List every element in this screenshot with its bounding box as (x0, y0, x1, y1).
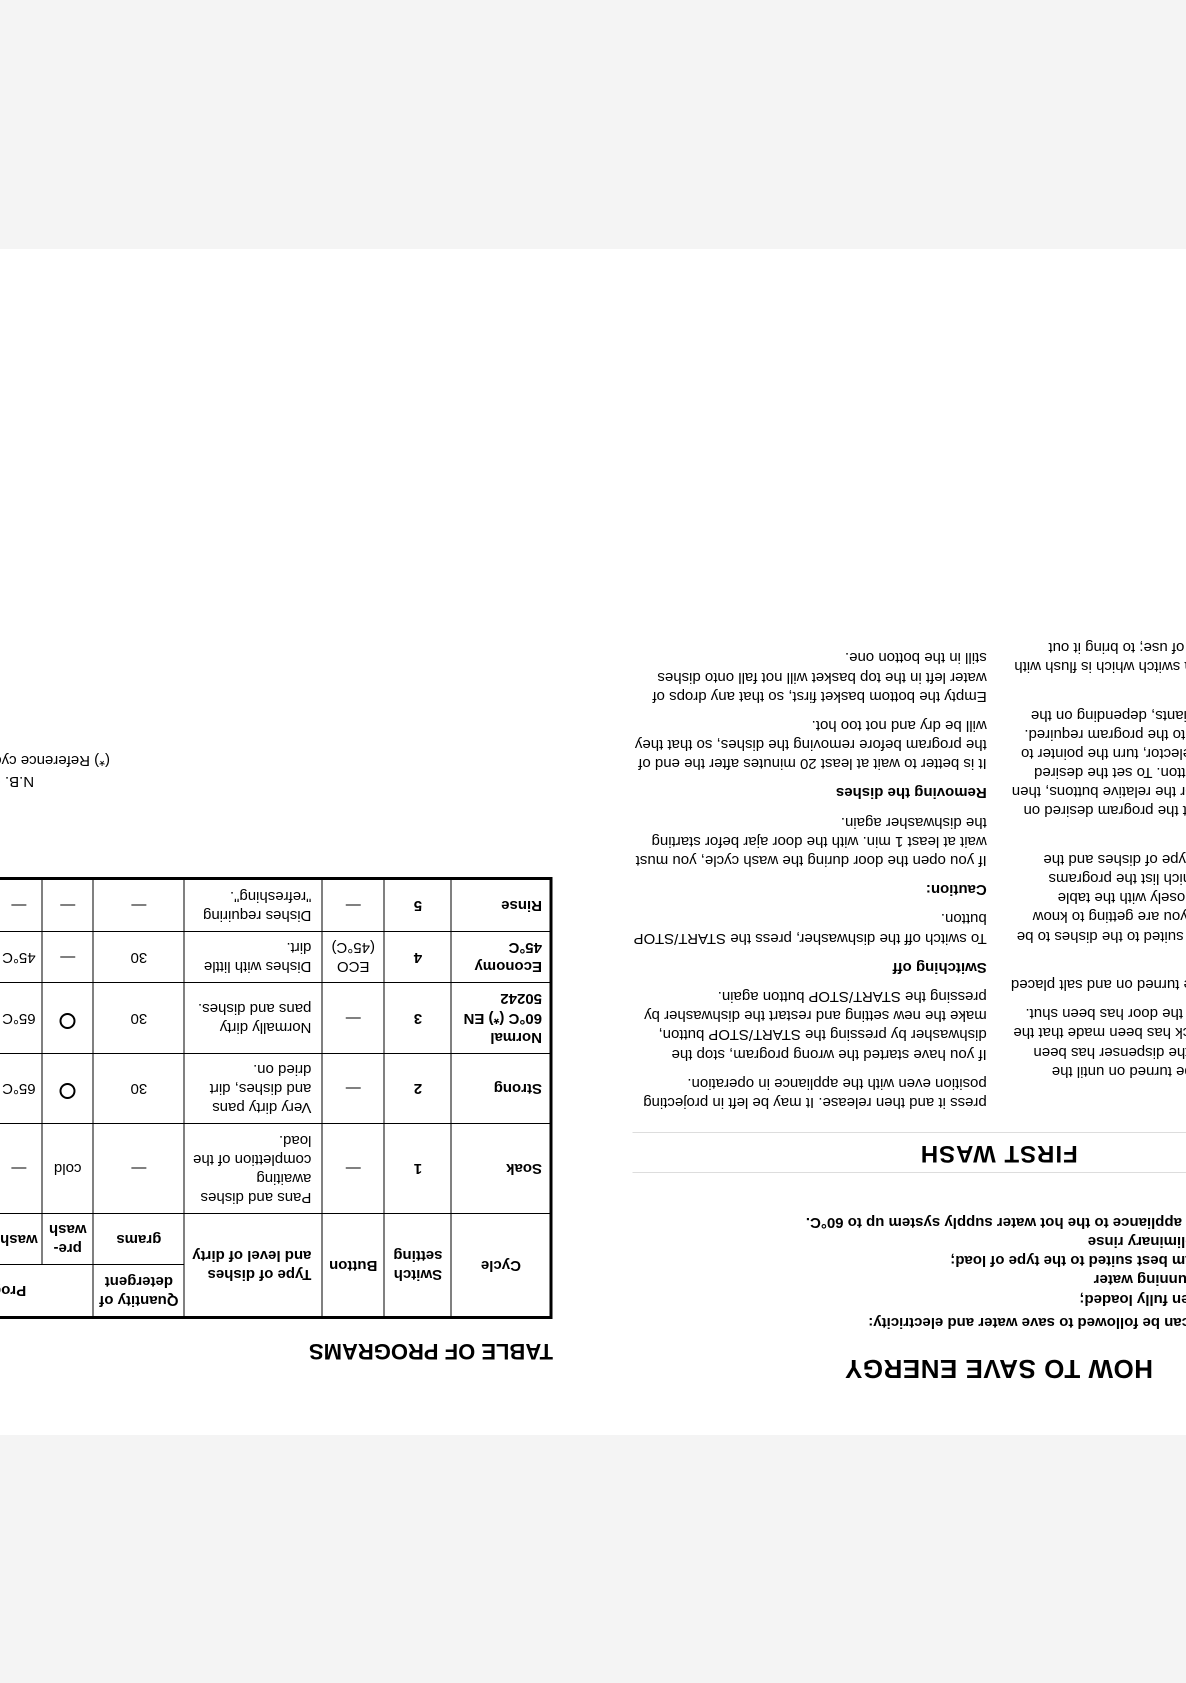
cell-button: — (322, 1053, 385, 1124)
cell-grams: — (93, 878, 184, 930)
body-text: It is better to wait at least 20 minutes… (633, 715, 987, 773)
page-number: 11 (0, 289, 553, 307)
cell-switch: 2 (385, 1053, 452, 1124)
switching-off-heading: Switching off (633, 957, 987, 976)
cell-prewash: — (42, 878, 93, 930)
cell-cycle: Strong (451, 1053, 551, 1124)
th-prewash: pre-wash (42, 1213, 93, 1264)
body-text: - the appliance may have a switch which … (1011, 618, 1186, 676)
cell-wash: — (0, 878, 42, 930)
rules-intro: A number of basic rules can be followed … (633, 1312, 1186, 1331)
table-row: Rinse5—Dishes requiring "refreshing".———… (0, 878, 552, 930)
th-grams: grams (93, 1213, 184, 1264)
cell-type: Pans and dishes awaiting complettion of … (184, 1123, 322, 1213)
cell-type: Normally dirty pans and dishes. (184, 982, 322, 1053)
circle-icon (60, 1083, 76, 1099)
body-text: If you have started the wrong program, s… (633, 986, 987, 1063)
cell-button: ECO (45°C) (322, 931, 385, 982)
body-text: Empty the bottom basket first, so that a… (633, 648, 987, 706)
cell-grams: 30 (93, 982, 184, 1053)
rule-item: Use the washing program best suited to t… (633, 1250, 1186, 1269)
rule-item: Do not carry out the preliminary rinse (633, 1231, 1186, 1250)
cell-switch: 1 (385, 1123, 452, 1213)
column-a: Switching on The dishwasher must not be … (1011, 608, 1186, 1111)
rule-item: If available, connect the appliance to t… (633, 1212, 1186, 1231)
cell-cycle: Soak (451, 1123, 551, 1213)
cell-cycle: Normal 60°C (*) EN 50242 (451, 982, 551, 1053)
legend: YES — NO (0, 813, 553, 861)
body-text: The water tap must also be turned on and… (1011, 955, 1186, 993)
cell-button: — (322, 1123, 385, 1213)
column-b: press it and then release. It may be lef… (633, 608, 987, 1111)
cell-prewash (42, 982, 93, 1053)
th-button: Button (322, 1213, 385, 1317)
programs-table: Cycle Switch setting Button Type of dish… (0, 877, 553, 1318)
table-row: Economy 45°C4ECO (45°C)Dishes with littl… (0, 931, 552, 982)
th-switch: Switch setting (385, 1213, 452, 1317)
table-row: Strong2—Very dirty pans and dishes, dirt… (0, 1053, 552, 1124)
section-heading: FIRST WASH (633, 1131, 1186, 1172)
footnote-line: (*) Reference cycle according to EN 5024… (0, 751, 553, 770)
cell-button: — (322, 982, 385, 1053)
cell-prewash: cold (42, 1123, 93, 1213)
cell-type: Dishes requiring "refreshing". (184, 878, 322, 930)
page-title: HOW TO SAVE ENERGY (633, 1351, 1186, 1384)
page-number: 10 (633, 289, 1186, 307)
cell-type: Very dirty pans and dishes, dirt dried o… (184, 1053, 322, 1124)
cell-grams: 30 (93, 1053, 184, 1124)
table-title: TABLE OF PROGRAMS (0, 1336, 553, 1364)
removing-dishes-heading: Removing the dishes (633, 783, 987, 802)
cell-switch: 3 (385, 982, 452, 1053)
caution-heading: Caution: (633, 880, 987, 899)
cell-type: Dishes with little dirt. (184, 931, 322, 982)
table-row: Normal 60°C (*) EN 502423—Normally dirty… (0, 982, 552, 1053)
body-text: If you open the door during the wash cyc… (633, 812, 987, 870)
cell-wash: 65°C (0, 982, 42, 1053)
footnote-line: N.B. Only soak with partial load. (0, 772, 553, 791)
cell-wash: — (0, 1123, 42, 1213)
body-text: To select the program best suited to the… (1011, 830, 1186, 945)
switching-on-heading: Switching on (1011, 1090, 1186, 1109)
cell-wash: 65°C (0, 1053, 42, 1124)
cell-grams: — (93, 1123, 184, 1213)
cell-grams: 30 (93, 931, 184, 982)
cell-cycle: Rinse (451, 878, 551, 930)
cell-switch: 4 (385, 931, 452, 982)
circle-icon (60, 1012, 76, 1028)
body-text: press it and then release. It may be lef… (633, 1073, 987, 1111)
rule-item: Use the dishwasher when fully loaded; (633, 1289, 1186, 1308)
cell-wash: 45°C (0, 931, 42, 982)
cell-switch: 5 (385, 878, 452, 930)
th-wash: wash (0, 1213, 42, 1264)
rule-item: Do not wash dishes in running water (633, 1270, 1186, 1289)
th-qty: Quantity of detergent (93, 1264, 184, 1316)
cell-prewash: — (42, 931, 93, 982)
th-cycle: Cycle (451, 1213, 551, 1317)
footnotes: N.B. Only soak with partial load. (*) Re… (0, 749, 553, 793)
rules-list: Use the dishwasher when fully loaded; Do… (633, 1212, 1186, 1308)
th-seq: Program sequence (0, 1264, 93, 1316)
body-text: The dishwasher must not be turned on unt… (1011, 1003, 1186, 1080)
cell-prewash (42, 1053, 93, 1124)
cell-cycle: Economy 45°C (451, 931, 551, 982)
table-row: Soak1—Pans and dishes awaiting completti… (0, 1123, 552, 1213)
th-type: Type of dishes and level of dirty (184, 1213, 322, 1317)
body-text: To start the dishwasher, set the program… (1011, 686, 1186, 820)
cell-button: — (322, 878, 385, 930)
body-text: To switch off the dishwasher, press the … (633, 909, 987, 947)
